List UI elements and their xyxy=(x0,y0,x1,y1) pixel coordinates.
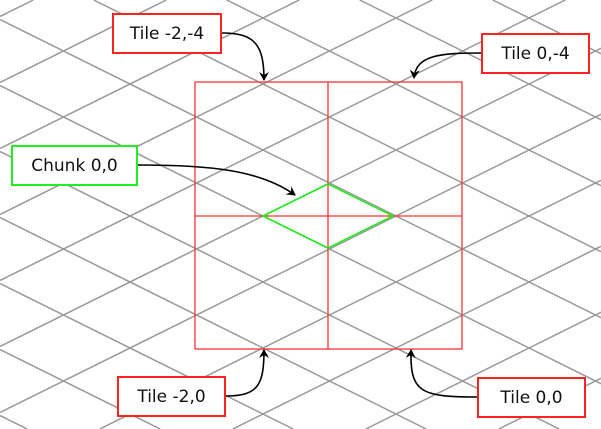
label-tile-m2-0: Tile -2,0 xyxy=(117,376,226,417)
grid-line-descending xyxy=(0,0,34,18)
grid-line-ascending xyxy=(0,414,28,429)
label-tile-m2-m4: Tile -2,-4 xyxy=(112,13,222,54)
grid-line-descending xyxy=(0,0,300,150)
arrow-tile-m2-m4 xyxy=(221,32,269,81)
arrow-tile-0-0 xyxy=(405,349,478,398)
arrow-tile-m2-0 xyxy=(225,349,269,397)
arrow-chunk-0-0 xyxy=(137,164,296,196)
tile-square xyxy=(194,81,463,350)
chunk-diamond xyxy=(261,183,395,249)
label-tile-0-m4: Tile 0,-4 xyxy=(481,33,590,74)
grid-line-descending xyxy=(0,0,566,282)
label-tile-0-0: Tile 0,0 xyxy=(477,377,586,418)
grid-line-ascending xyxy=(0,282,294,429)
grid-line-descending xyxy=(0,113,601,414)
grid-line-ascending xyxy=(226,0,601,187)
grid-line-ascending xyxy=(0,150,560,429)
grid-line-ascending xyxy=(359,0,601,121)
grid-line-ascending xyxy=(0,216,427,429)
grid-line-descending xyxy=(365,311,601,429)
grid-line-ascending xyxy=(0,18,601,319)
arrow-tile-0-m4 xyxy=(409,52,482,79)
grid-line-descending xyxy=(232,245,601,429)
label-chunk-0-0: Chunk 0,0 xyxy=(11,145,138,186)
